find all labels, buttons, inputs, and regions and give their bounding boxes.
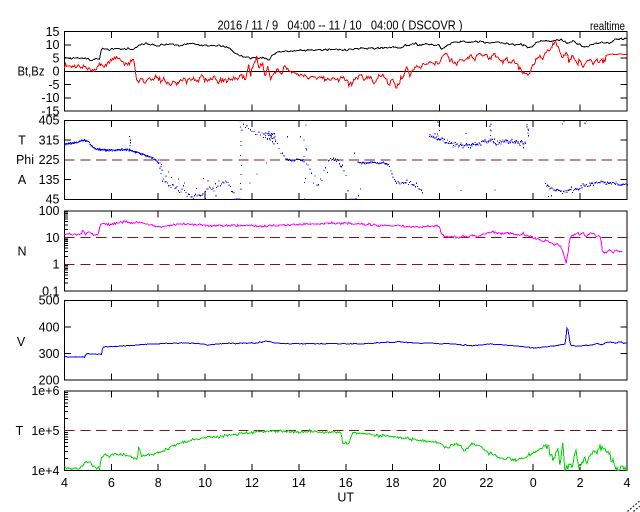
svg-text:500: 500: [39, 294, 60, 308]
svg-text:-15: -15: [41, 104, 59, 118]
svg-text:V: V: [17, 335, 26, 349]
svg-text:225: 225: [39, 153, 60, 167]
svg-text:Bt,Bz: Bt,Bz: [18, 64, 45, 78]
svg-text:2016 / 11 / 9 04:00 -- 11 /: 2016 / 11 / 9 04:00 -- 11 / 10 04:00 ( D…: [218, 19, 463, 33]
svg-text:0.1: 0.1: [42, 284, 59, 298]
svg-text:T: T: [16, 424, 24, 438]
svg-text:A: A: [18, 173, 27, 187]
svg-text:405: 405: [39, 114, 60, 128]
svg-text:0: 0: [530, 476, 537, 490]
svg-text:400: 400: [39, 320, 60, 334]
svg-text:135: 135: [39, 173, 60, 187]
svg-text:100: 100: [39, 204, 60, 218]
svg-text:8: 8: [155, 476, 162, 490]
svg-text:14: 14: [292, 476, 306, 490]
svg-text:12: 12: [245, 476, 259, 490]
svg-text:4: 4: [624, 476, 631, 490]
svg-text:6: 6: [108, 476, 115, 490]
svg-text:0: 0: [53, 65, 60, 79]
svg-text:10: 10: [46, 38, 60, 52]
svg-text:15: 15: [46, 25, 60, 39]
svg-text:315: 315: [39, 133, 60, 147]
svg-text:20: 20: [433, 476, 447, 490]
svg-text:10: 10: [46, 231, 60, 245]
svg-text:5: 5: [53, 51, 60, 65]
svg-text:1: 1: [53, 258, 60, 272]
svg-text:UT: UT: [337, 491, 354, 505]
svg-text:1e+5: 1e+5: [31, 424, 59, 438]
svg-text:200: 200: [39, 374, 60, 388]
svg-text:N: N: [17, 245, 26, 259]
svg-text:18: 18: [386, 476, 400, 490]
svg-text:-10: -10: [41, 91, 59, 105]
svg-text:300: 300: [39, 347, 60, 361]
svg-text:16: 16: [339, 476, 353, 490]
svg-text:-5: -5: [48, 78, 59, 92]
svg-text:10: 10: [198, 476, 212, 490]
svg-text:1e+6: 1e+6: [31, 384, 59, 398]
svg-text:realtime: realtime: [590, 21, 625, 33]
svg-text:45: 45: [46, 193, 60, 207]
svg-text:T: T: [18, 133, 26, 147]
svg-text:4: 4: [61, 476, 68, 490]
svg-text:22: 22: [479, 476, 493, 490]
svg-text:Phi: Phi: [16, 153, 34, 167]
svg-text:1e+4: 1e+4: [31, 464, 59, 478]
svg-text:2: 2: [577, 476, 584, 490]
